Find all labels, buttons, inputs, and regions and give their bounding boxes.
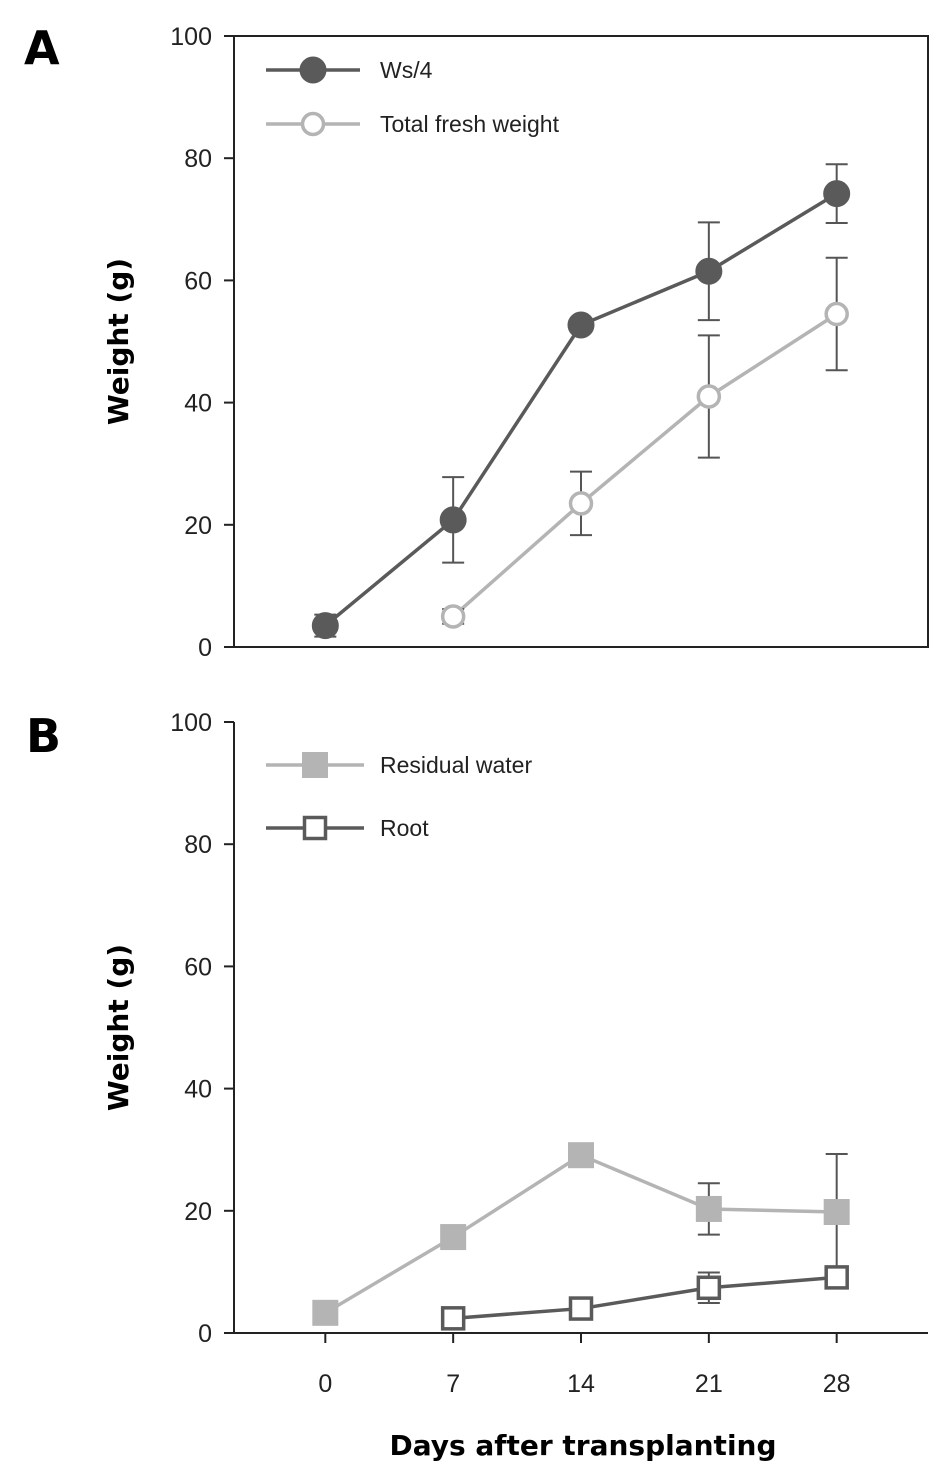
y-tick-label: 20 bbox=[184, 1198, 212, 1226]
data-point bbox=[695, 257, 723, 285]
legend-entry-2: Total fresh weight bbox=[266, 111, 560, 137]
legend-marker bbox=[300, 111, 326, 137]
data-point bbox=[440, 604, 466, 629]
plot-frame bbox=[233, 35, 929, 648]
y-tick-label: 100 bbox=[170, 23, 212, 51]
legend-label: Root bbox=[380, 815, 429, 841]
legend-label: Ws/4 bbox=[380, 57, 433, 83]
legend-entry-1: Residual water bbox=[266, 752, 532, 778]
x-tick-label: 14 bbox=[567, 1370, 595, 1398]
data-point bbox=[824, 301, 849, 327]
y-tick-label: 20 bbox=[184, 512, 212, 540]
x-tick-label: 21 bbox=[695, 1370, 723, 1398]
series-line bbox=[324, 1153, 837, 1315]
series-line bbox=[324, 192, 838, 627]
series-line bbox=[453, 1275, 837, 1321]
data-point bbox=[696, 1275, 722, 1301]
series-2 bbox=[440, 256, 849, 629]
x-axis-title: Days after transplanting bbox=[389, 1429, 776, 1462]
x-tick-label: 7 bbox=[446, 1370, 460, 1398]
data-point bbox=[823, 180, 851, 208]
data-point bbox=[823, 1199, 850, 1226]
y-tick-label: 100 bbox=[170, 709, 212, 737]
y-axis-title: Weight (g) bbox=[102, 258, 135, 425]
y-axis-title: Weight (g) bbox=[102, 944, 135, 1111]
series-1 bbox=[311, 163, 851, 640]
data-point bbox=[439, 506, 467, 534]
data-point bbox=[440, 1224, 467, 1251]
data-point bbox=[824, 1265, 849, 1290]
legend-entry-1: Ws/4 bbox=[266, 56, 433, 84]
data-point bbox=[696, 384, 722, 409]
data-point bbox=[695, 1195, 722, 1222]
y-tick-label: 60 bbox=[184, 267, 212, 295]
data-point bbox=[568, 1142, 594, 1169]
legend-marker bbox=[302, 815, 328, 841]
series-2 bbox=[440, 1265, 849, 1331]
series-1 bbox=[312, 1142, 850, 1326]
data-point bbox=[312, 1299, 339, 1326]
legend-label: Total fresh weight bbox=[380, 111, 560, 137]
y-tick-label: 40 bbox=[184, 1076, 212, 1104]
data-point bbox=[440, 1306, 466, 1331]
panel-letter-b: B bbox=[26, 709, 61, 763]
x-tick-label: 28 bbox=[823, 1370, 851, 1398]
legend-label: Residual water bbox=[380, 752, 532, 778]
data-point bbox=[568, 1296, 594, 1321]
panel-letter-a: A bbox=[24, 21, 60, 75]
panel-b-chart: B 0 20 40 60 80 100 0 7 14 21 28 Weight (g) Days aft… bbox=[26, 709, 928, 1462]
x-tick-label: 0 bbox=[318, 1370, 332, 1398]
y-tick-label: 0 bbox=[198, 1320, 212, 1348]
y-tick-label: 80 bbox=[184, 145, 212, 173]
data-point bbox=[568, 491, 594, 516]
y-tick-label: 40 bbox=[184, 390, 212, 418]
y-tick-label: 60 bbox=[184, 953, 212, 981]
series-line bbox=[451, 312, 838, 618]
legend-marker bbox=[299, 56, 327, 84]
legend-marker bbox=[302, 752, 328, 778]
panel-a-chart: A 0 20 40 60 80 100 Weight (g) Ws/4 Total fresh … bbox=[24, 21, 929, 662]
legend-entry-2: Root bbox=[266, 815, 429, 841]
y-tick-label: 80 bbox=[184, 831, 212, 859]
data-point bbox=[567, 311, 595, 339]
y-tick-label: 0 bbox=[198, 634, 212, 662]
data-point bbox=[311, 612, 339, 640]
